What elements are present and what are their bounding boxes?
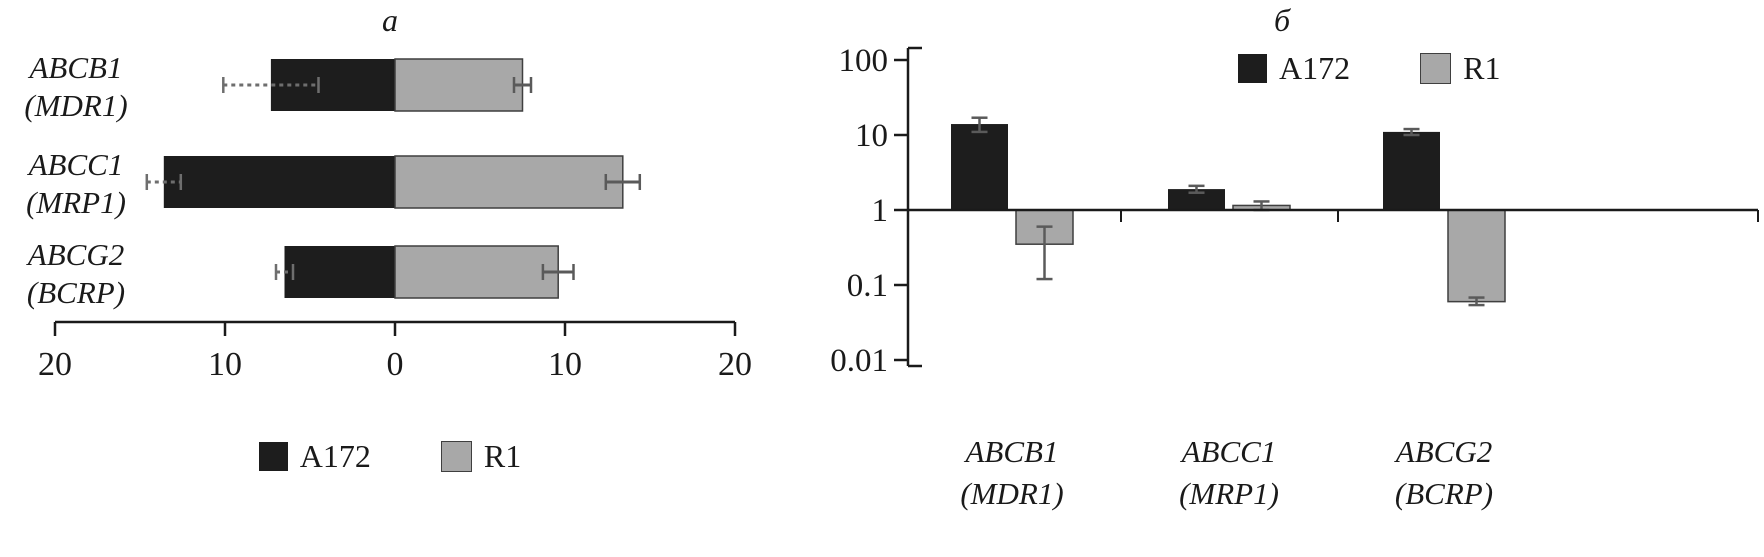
- panel-b-title: б: [1273, 2, 1291, 38]
- legend-swatch-r1: [440, 441, 472, 472]
- bar-r1-ABCG2: [1447, 209, 1506, 303]
- category-gene-ABCB1: ABCB1: [28, 50, 123, 85]
- panel-a-chart: ABCB1(MDR1) ABCC1(MRP1) ABCG2(BCRP) 20 10 0 10…: [24, 50, 752, 383]
- panel-b-legend: A172 R1: [1238, 50, 1500, 87]
- y-tick-label: 0.01: [830, 343, 888, 379]
- category-alias-ABCC1: (MRP1): [1179, 476, 1279, 511]
- errorbar-r1-ABCB1: [512, 77, 533, 93]
- bar-r1-ABCG2: [394, 245, 559, 299]
- bar-r1-ABCB1: [394, 58, 524, 112]
- category-gene-ABCG2: ABCG2: [1394, 434, 1492, 469]
- errorbar-a172-ABCC1: [1188, 184, 1205, 194]
- category-gene-ABCG2: ABCG2: [26, 237, 124, 272]
- y-tick-label: 0.1: [847, 268, 888, 304]
- y-tick-label: 100: [839, 43, 889, 79]
- legend-label-r1: R1: [1463, 50, 1501, 86]
- errorbar-r1-ABCB1: [1036, 225, 1053, 281]
- bar-a172-ABCG2: [1383, 131, 1440, 210]
- errorbar-a172-ABCG2: [1403, 127, 1420, 137]
- legend-label-a172: A172: [1279, 50, 1351, 86]
- bar-a172-ABCB1: [951, 124, 1008, 210]
- category-alias-ABCB1: (MDR1): [960, 476, 1063, 511]
- errorbar-a172-ABCG2: [274, 264, 295, 280]
- bar-r1-ABCC1: [394, 155, 624, 209]
- category-alias-ABCG2: (BCRP): [27, 275, 125, 310]
- legend-label-a172: A172: [299, 438, 371, 474]
- bar-a172-ABCC1: [163, 156, 395, 208]
- x-tick-label: 10: [208, 346, 242, 383]
- legend-swatch-r1: [1420, 53, 1452, 84]
- category-alias-ABCC1: (MRP1): [26, 185, 126, 220]
- errorbar-a172-ABCB1: [971, 116, 988, 134]
- panel-b-chart: 100 10 1 0.1 0.01 ABCB1 (MDR1) ABCC1 (MRP1) ABCG2…: [830, 43, 1759, 511]
- legend-swatch-a172: [1238, 54, 1267, 83]
- x-tick-label: 10: [548, 346, 582, 383]
- panel-a-title: а: [382, 2, 398, 38]
- legend-label-r1: R1: [483, 438, 522, 474]
- errorbar-a172-ABCC1: [145, 174, 183, 190]
- y-tick-label: 10: [855, 118, 888, 154]
- x-tick-label: 20: [38, 346, 72, 383]
- panel-a-legend: A172 R1: [0, 438, 780, 475]
- category-alias-ABCG2: (BCRP): [1395, 476, 1493, 511]
- panel-a: ABCB1 (MDR1) ABCC1 (MRP1) ABCG2 (BCRP) 20 10 0 10…: [0, 0, 790, 557]
- x-tick-label: 0: [387, 346, 404, 383]
- panel-b: 100 10 1 0.1 0.01 ABCB1 (MDR1) ABCC1 (MRP1) ABCG2…: [800, 0, 1764, 557]
- category-gene-ABCC1: ABCC1: [1180, 434, 1277, 469]
- errorbar-r1-ABCC1: [604, 174, 642, 190]
- bar-a172-ABCC1: [1168, 189, 1225, 210]
- category-alias-ABCB1: (MDR1): [24, 88, 127, 123]
- bar-a172-ABCB1: [270, 59, 395, 111]
- category-gene-ABCB1: ABCB1: [964, 434, 1059, 469]
- errorbar-a172-ABCB1: [222, 77, 320, 93]
- errorbar-r1-ABCG2: [1468, 296, 1485, 307]
- x-tick-label: 20: [718, 346, 752, 383]
- errorbar-r1-ABCG2: [541, 264, 575, 280]
- bar-a172-ABCG2: [284, 246, 395, 298]
- legend-swatch-a172: [258, 442, 288, 471]
- category-gene-ABCC1: ABCC1: [27, 147, 124, 182]
- y-tick-label: 1: [872, 193, 889, 229]
